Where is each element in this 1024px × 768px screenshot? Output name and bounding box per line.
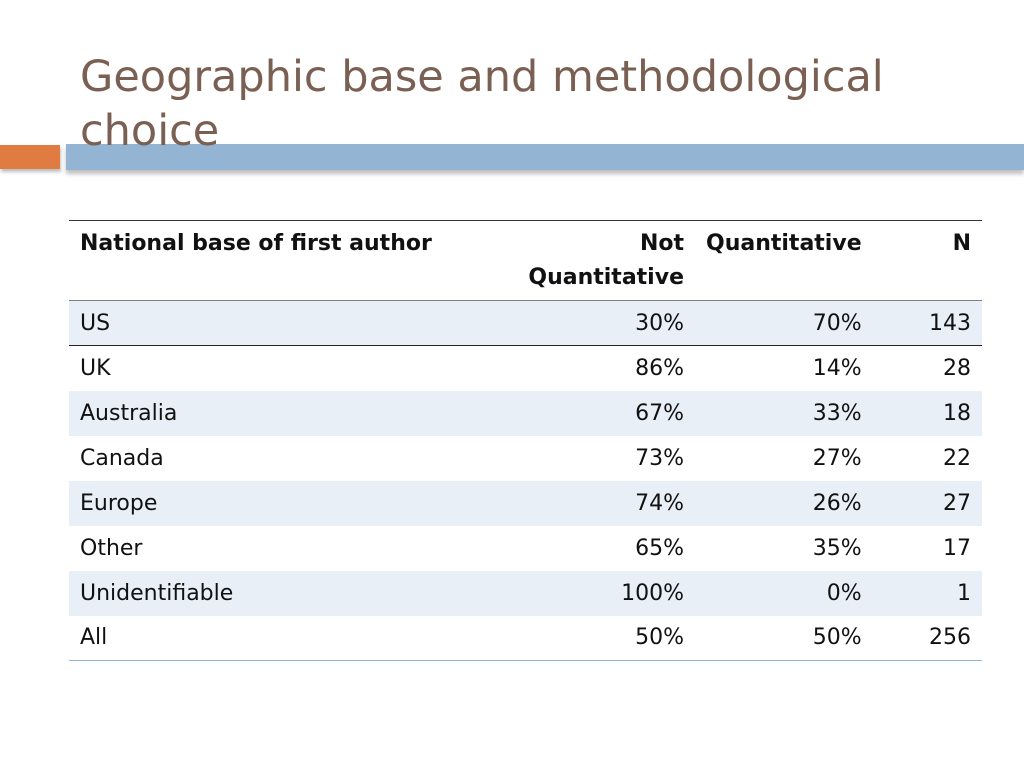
header-n: N (952, 231, 971, 256)
table-body: US 30% 70% 143 UK 86% 14% 28 Australia 67% 33% 18 Ca… (69, 300, 982, 661)
header-quantitative: Quantitative (706, 231, 862, 256)
cell-n: 28 (943, 355, 971, 381)
cell-not-quantitative: 100% (621, 580, 684, 606)
cell-country: Australia (80, 400, 178, 426)
cell-country: Unidentifiable (80, 580, 234, 606)
cell-quantitative: 0% (826, 580, 862, 606)
cell-not-quantitative: 86% (635, 355, 684, 381)
table-row: Australia 67% 33% 18 (69, 390, 982, 436)
cell-not-quantitative: 73% (635, 445, 684, 471)
cell-n: 27 (943, 490, 971, 516)
header-country: National base of first author (80, 231, 432, 256)
orange-accent-bar (0, 145, 60, 169)
cell-country: Other (80, 535, 143, 561)
cell-n: 1 (957, 580, 971, 606)
table-row: All 50% 50% 256 (69, 616, 982, 661)
cell-n: 18 (943, 400, 971, 426)
table-row: UK 86% 14% 28 (69, 346, 982, 391)
cell-not-quantitative: 65% (635, 535, 684, 561)
cell-n: 22 (943, 445, 971, 471)
cell-not-quantitative: 67% (635, 400, 684, 426)
cell-quantitative: 26% (812, 490, 862, 516)
cell-not-quantitative: 74% (635, 490, 684, 516)
cell-n: 256 (929, 625, 971, 651)
table-row: Europe 74% 26% 27 (69, 480, 982, 526)
table-row: US 30% 70% 143 (69, 300, 982, 346)
table-row: Other 65% 35% 17 (69, 526, 982, 571)
cell-country: Canada (80, 445, 164, 471)
cell-quantitative: 27% (812, 445, 862, 471)
cell-quantitative: 35% (812, 535, 862, 561)
cell-not-quantitative: 30% (635, 310, 684, 336)
cell-country: UK (80, 355, 111, 381)
blue-title-bar (66, 144, 1024, 170)
table-row: Unidentifiable 100% 0% 1 (69, 570, 982, 616)
cell-country: US (80, 310, 111, 336)
methodology-table: National base of first author Not Quanti… (69, 220, 982, 661)
header-not-quantitative: Not Quantitative (528, 231, 684, 290)
cell-n: 17 (943, 535, 971, 561)
cell-quantitative: 14% (812, 355, 862, 381)
cell-quantitative: 70% (812, 310, 862, 336)
cell-quantitative: 33% (812, 400, 862, 426)
cell-country: All (80, 625, 108, 651)
slide-title: Geographic base and methodological choic… (80, 52, 884, 156)
cell-country: Europe (80, 490, 158, 516)
header-row: National base of first author Not Quanti… (69, 220, 982, 301)
cell-not-quantitative: 50% (635, 625, 684, 651)
table-row: Canada 73% 27% 22 (69, 436, 982, 481)
cell-n: 143 (929, 310, 971, 336)
cell-quantitative: 50% (812, 625, 862, 651)
